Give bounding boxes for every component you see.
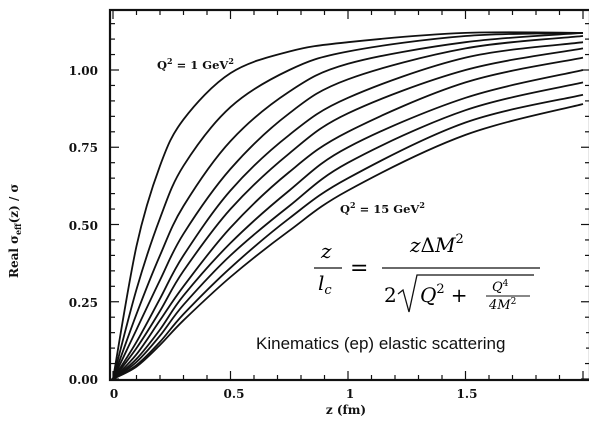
series-line-6 (112, 47, 584, 380)
series-line-10 (112, 93, 584, 380)
y-tick-label: 0.75 (69, 141, 98, 155)
formula-equals: = (350, 256, 368, 281)
x-axis-title: z (fm) (326, 403, 366, 417)
y-axis-title-rest: (z) / σ (7, 183, 21, 223)
y-tick-label: 0.50 (69, 219, 98, 233)
y-tick-label: 0.00 (69, 373, 98, 387)
series-line-7 (112, 56, 584, 380)
y-axis-title-sub: eff (13, 223, 23, 235)
y-axis-title-main: Real σ (7, 235, 21, 278)
annotation-q2-1: Q2 = 1 GeV2 (157, 56, 234, 72)
formula-lhs-den: lc (318, 271, 332, 298)
formula-inner-num: Q4 (492, 279, 509, 295)
formula-sqrt-sign (397, 274, 534, 313)
series-line-4 (112, 35, 584, 380)
plot-frame (108, 8, 589, 382)
formula-svg: z lc = zΔM2 2 Q2 + Q4 4M2 (314, 232, 540, 313)
formula-inner-den: 4M2 (488, 297, 516, 313)
x-tick-label: 0 (110, 387, 118, 401)
formula-den-coef: 2 (384, 283, 397, 307)
caption-background (252, 329, 586, 355)
caption: Kinematics (ep) elastic scattering (256, 334, 505, 353)
formula-den-q: Q2 + (420, 282, 467, 307)
x-tick-label: 0.5 (224, 387, 245, 401)
series-line-9 (112, 81, 584, 380)
formula: z lc = zΔM2 2 Q2 + Q4 4M2 (308, 228, 544, 320)
series-line-8 (112, 69, 584, 380)
series-group (112, 31, 584, 380)
formula-lhs-num: z (320, 239, 332, 263)
series-line-2 (112, 32, 584, 380)
series-line-3 (112, 32, 584, 380)
series-line-5 (112, 41, 584, 380)
y-tick-label: 0.25 (69, 296, 98, 310)
y-axis-title: Real σeff(z) / σ (7, 183, 23, 278)
series-line-11 (112, 103, 584, 380)
x-tick-label: 1.5 (457, 387, 478, 401)
y-tick-label: 1.00 (69, 64, 98, 78)
x-tick-label: 1 (346, 387, 354, 401)
axis-ticks (110, 10, 589, 380)
annotation-q2-15: Q2 = 15 GeV2 (340, 200, 425, 216)
formula-numerator: zΔM2 (409, 232, 464, 257)
series-line-1 (112, 31, 584, 380)
